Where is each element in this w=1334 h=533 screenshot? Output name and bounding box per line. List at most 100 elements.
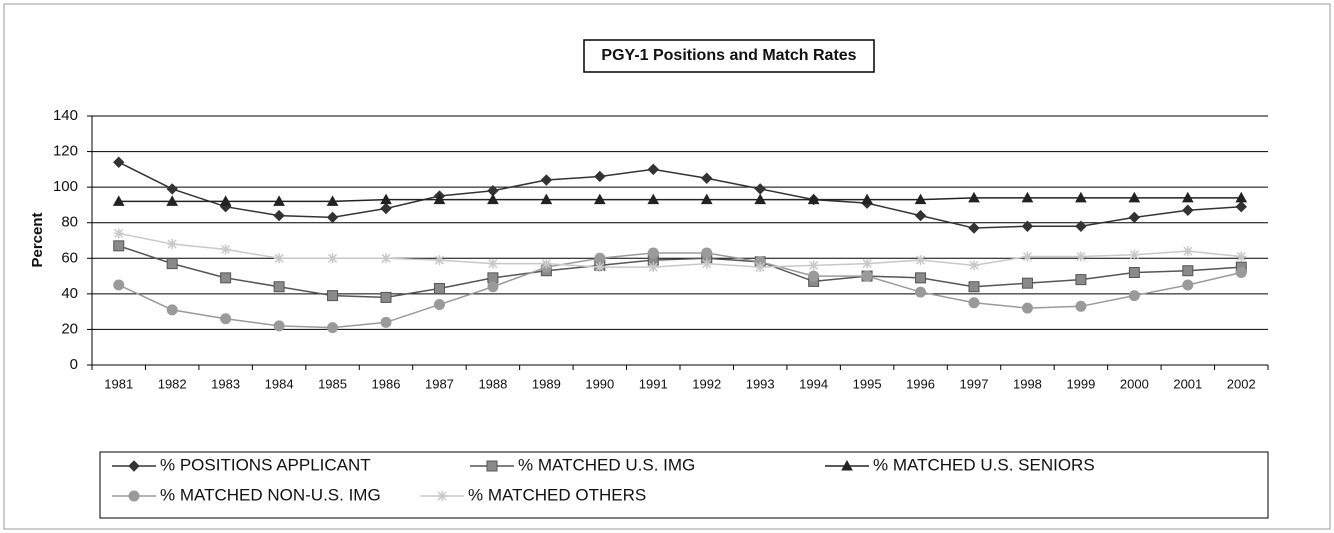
series-line — [118, 161, 1242, 229]
data-point — [968, 191, 980, 203]
data-point — [1235, 267, 1247, 279]
x-tick-label: 1985 — [318, 376, 347, 391]
data-point — [861, 193, 873, 205]
x-tick-label: 1989 — [532, 376, 561, 391]
data-point — [807, 193, 820, 205]
data-point — [915, 272, 927, 284]
data-point — [647, 247, 659, 259]
legend-label: % MATCHED U.S. IMG — [518, 455, 695, 474]
y-tick-label: 140 — [53, 107, 78, 124]
data-point — [166, 183, 178, 195]
data-point — [1182, 265, 1194, 277]
legend-box — [99, 451, 1269, 519]
legend-label: % POSITIONS APPLICANT — [160, 455, 371, 474]
data-point — [1128, 211, 1141, 224]
data-point — [915, 255, 926, 266]
data-point — [327, 322, 339, 334]
series-line — [118, 252, 1242, 329]
series-line — [118, 245, 1242, 299]
data-point — [1021, 220, 1034, 232]
data-point — [861, 270, 873, 282]
data-point — [1075, 274, 1087, 286]
data-point — [808, 260, 819, 271]
data-point — [700, 193, 713, 205]
data-point — [112, 195, 125, 206]
data-point — [1021, 302, 1033, 314]
data-point — [755, 262, 766, 273]
legend-swatch-marker — [437, 491, 447, 501]
data-point — [433, 299, 445, 311]
data-point — [1075, 191, 1087, 203]
data-point — [433, 193, 446, 205]
data-point — [915, 286, 927, 298]
x-tick-label: 1998 — [1013, 376, 1042, 391]
data-point — [1021, 277, 1033, 289]
data-point — [113, 156, 125, 168]
data-point — [273, 320, 285, 332]
legend-swatch-marker — [841, 459, 853, 471]
chart-frame — [3, 3, 1331, 530]
data-point — [327, 253, 338, 264]
data-point — [968, 281, 980, 293]
data-point — [1236, 251, 1247, 262]
legend-swatch-marker — [486, 460, 498, 472]
data-point — [273, 195, 285, 206]
data-point — [647, 193, 660, 205]
y-tick-label: 40 — [61, 285, 78, 302]
data-point — [381, 253, 391, 264]
data-point — [487, 193, 499, 205]
data-point — [701, 172, 713, 184]
x-tick-label: 2000 — [1120, 376, 1149, 391]
x-tick-label: 1997 — [960, 376, 989, 391]
data-point — [380, 193, 392, 205]
data-point — [113, 228, 124, 239]
data-point — [1128, 191, 1141, 203]
y-tick-label: 20 — [61, 320, 78, 337]
x-tick-label: 1982 — [158, 376, 187, 391]
data-point — [1182, 279, 1194, 291]
data-point — [1235, 201, 1247, 213]
data-point — [540, 174, 553, 186]
x-tick-label: 1999 — [1066, 376, 1095, 391]
data-point — [1021, 191, 1034, 203]
data-point — [594, 252, 606, 264]
data-point — [380, 291, 392, 303]
x-tick-label: 1988 — [478, 376, 507, 391]
data-point — [1075, 220, 1087, 232]
x-tick-label: 1995 — [853, 376, 882, 391]
y-tick-label: 80 — [61, 214, 78, 231]
data-point — [969, 260, 979, 271]
data-point — [380, 202, 392, 215]
data-point — [1235, 191, 1248, 203]
data-point — [166, 258, 178, 270]
x-tick-label: 1994 — [799, 376, 828, 391]
x-tick-label: 1990 — [585, 376, 614, 391]
data-point — [326, 195, 339, 206]
data-point — [166, 195, 179, 206]
x-tick-label: 1991 — [639, 376, 668, 391]
chart-title: PGY-1 Positions and Match Rates — [601, 47, 856, 64]
series-line — [118, 232, 1242, 268]
data-point — [701, 258, 712, 269]
data-point — [1182, 246, 1193, 257]
data-point — [701, 247, 713, 259]
data-point — [113, 240, 125, 252]
data-point — [914, 193, 927, 205]
data-point — [434, 255, 445, 266]
data-point — [594, 170, 606, 183]
data-point — [1128, 267, 1140, 279]
legend-label: % MATCHED OTHERS — [468, 485, 646, 504]
legend-swatch-marker — [128, 490, 140, 502]
data-point — [220, 272, 232, 284]
x-tick-label: 1992 — [692, 376, 721, 391]
data-point — [1181, 191, 1194, 203]
data-point — [968, 222, 980, 234]
data-point — [593, 193, 606, 205]
data-point — [808, 270, 820, 282]
data-point — [326, 211, 339, 224]
x-tick-label: 1996 — [906, 376, 935, 391]
data-point — [1075, 300, 1087, 312]
data-point — [380, 316, 392, 328]
series-line — [118, 197, 1242, 203]
